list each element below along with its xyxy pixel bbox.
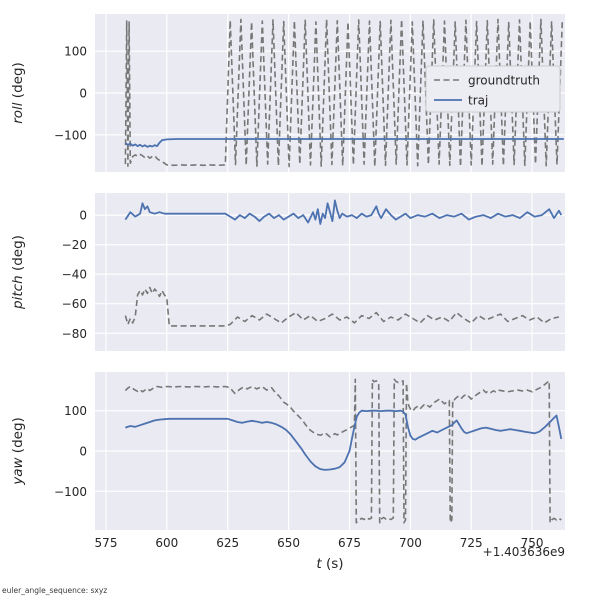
xtick-label: 600 xyxy=(155,536,178,550)
ytick-label-roll: −100 xyxy=(54,128,87,142)
xtick-label: 675 xyxy=(338,536,361,550)
series-groundtruth-pitch xyxy=(124,286,560,327)
ytick-label-yaw: −100 xyxy=(54,485,87,499)
xtick-label: 750 xyxy=(521,536,544,550)
series-traj-yaw xyxy=(125,409,563,471)
ytick-label-yaw: 100 xyxy=(64,404,87,418)
ytick-label-yaw: 0 xyxy=(79,445,87,459)
xtick-label: 725 xyxy=(460,536,483,550)
ylabel-roll: roll (deg) xyxy=(10,62,26,124)
ytick-label-pitch: 0 xyxy=(79,209,87,223)
legend-label-groundtruth: groundtruth xyxy=(468,74,540,88)
xtick-label: 700 xyxy=(399,536,422,550)
ytick-label-pitch: −20 xyxy=(62,238,87,252)
axis-offset-text: +1.403636e9 xyxy=(483,545,565,559)
ytick-label-roll: 100 xyxy=(64,45,87,59)
ytick-label-pitch: −80 xyxy=(62,327,87,341)
legend: groundtruth traj xyxy=(425,65,561,113)
ytick-label-roll: 0 xyxy=(79,87,87,101)
xlabel: t (s) xyxy=(316,556,343,572)
xtick-label: 650 xyxy=(277,536,300,550)
xtick-label: 575 xyxy=(95,536,118,550)
legend-label-traj: traj xyxy=(468,94,488,108)
series-traj-roll xyxy=(124,138,564,148)
ylabel-pitch: pitch (deg) xyxy=(10,235,26,310)
series-traj-pitch xyxy=(124,199,563,225)
ytick-label-pitch: −60 xyxy=(62,297,87,311)
ylabel-yaw: yaw (deg) xyxy=(10,417,26,486)
series-groundtruth-yaw xyxy=(124,378,562,524)
panel-yaw: 100 0 −100 yaw (deg) xyxy=(10,372,565,530)
xtick-label: 625 xyxy=(216,536,239,550)
panel-pitch: 0 −20 −40 −60 −80 pitch (deg) xyxy=(10,193,565,351)
series-groundtruth-roll xyxy=(124,18,564,168)
panel-bg-pitch xyxy=(95,193,565,351)
footer-note: euler_angle_sequence: sxyz xyxy=(2,586,108,595)
ytick-label-pitch: −40 xyxy=(62,268,87,282)
